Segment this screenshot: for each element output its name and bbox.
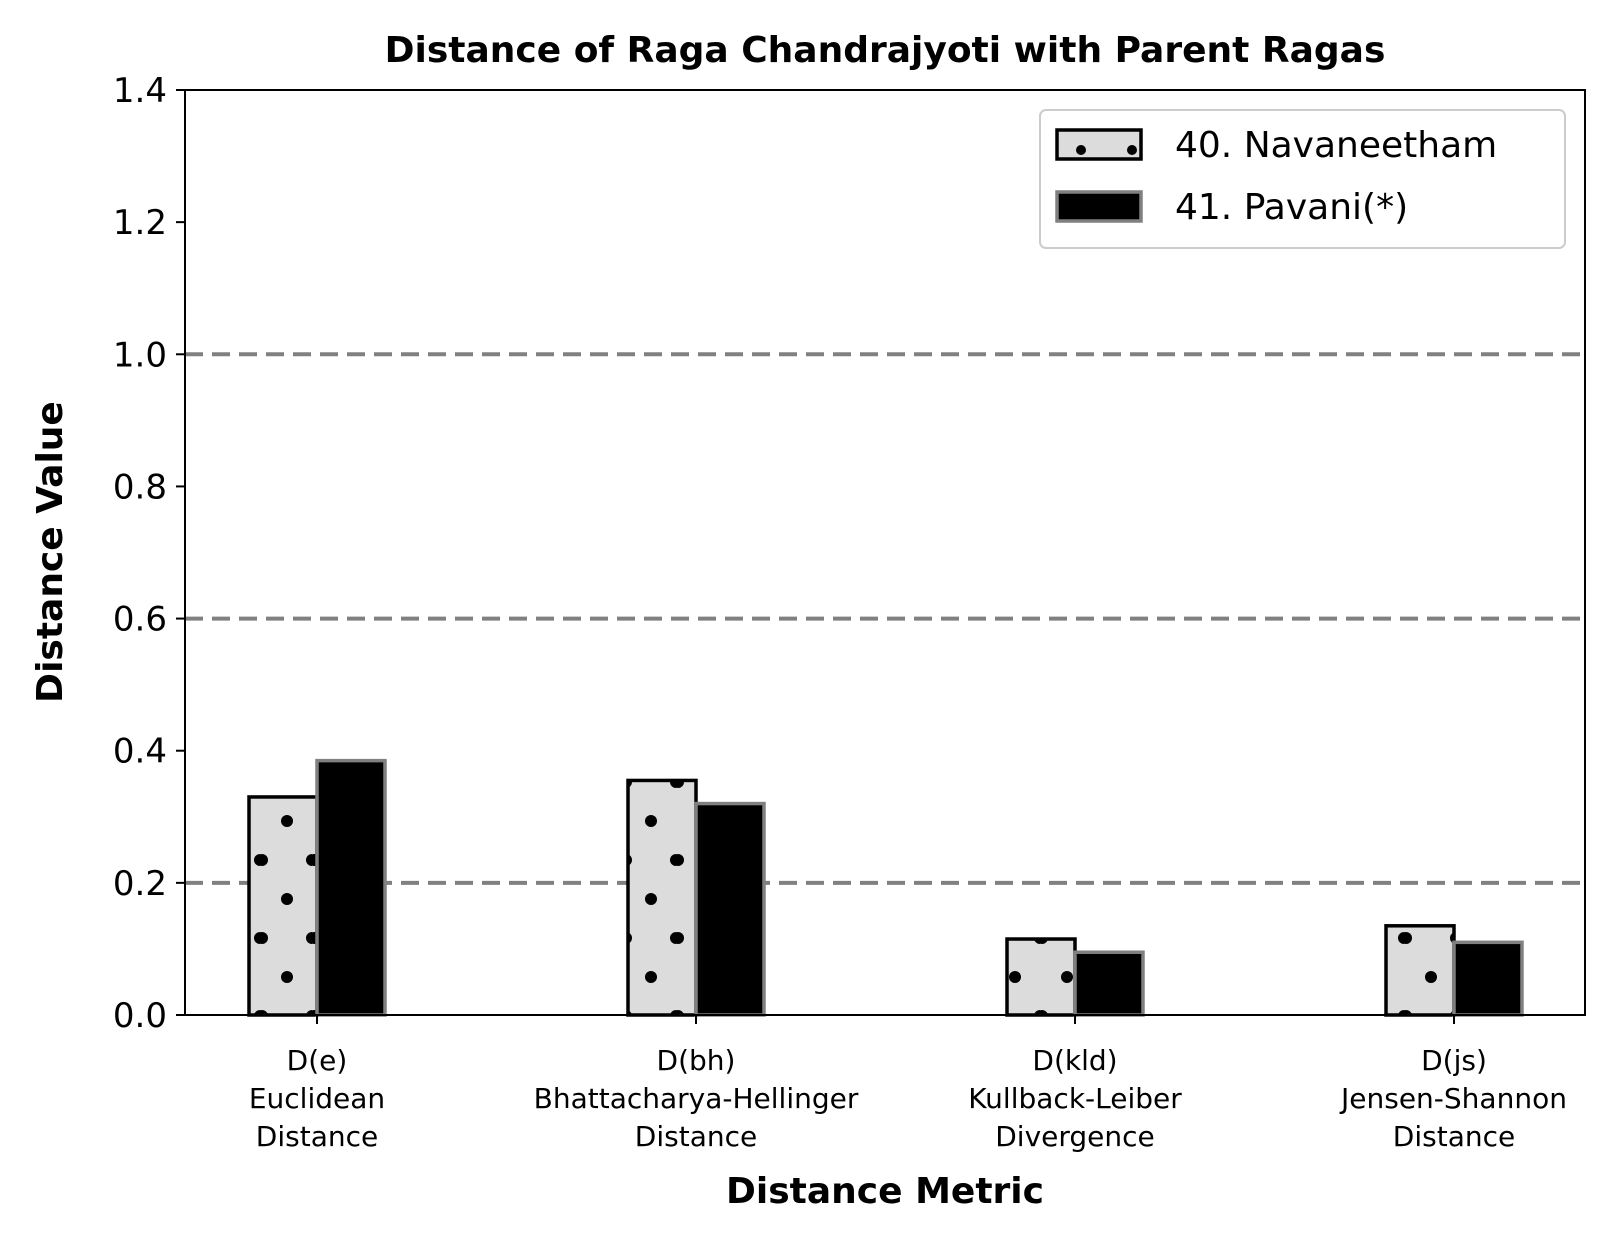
x-axis-label: Distance Metric: [726, 1171, 1044, 1212]
y-tick-label: 1.2: [113, 203, 167, 243]
y-tick-label: 0.2: [113, 864, 167, 904]
legend-dot: [1127, 145, 1137, 155]
y-tick-label: 1.4: [113, 71, 167, 111]
reference-lines: [185, 352, 1585, 885]
bar-hatch-0-1: [628, 780, 696, 1015]
legend-dot: [1076, 145, 1086, 155]
y-tick-label: 1.0: [113, 335, 167, 375]
x-tick-label: D(js): [1421, 1044, 1487, 1077]
bar-hatch-0-3: [1386, 925, 1454, 1015]
legend-box: [1039, 109, 1566, 249]
x-tick-label: Distance: [1393, 1120, 1515, 1153]
x-tick-label: Kullback-Leiber: [968, 1082, 1182, 1115]
y-axis-label: Distance Value: [30, 401, 71, 703]
bar-1-2: [1075, 952, 1143, 1015]
legend-swatch-1: [1057, 192, 1141, 221]
x-tick-label: Distance: [635, 1120, 757, 1153]
y-axis: 0.0 0.2 0.4 0.6 0.8 1.0 1.2 1.4: [113, 71, 185, 1036]
x-tick-label: Euclidean: [249, 1082, 385, 1115]
x-tick-label: Divergence: [995, 1120, 1155, 1153]
chart-title: Distance of Raga Chandrajyoti with Paren…: [385, 30, 1386, 71]
x-tick-label: D(bh): [657, 1044, 736, 1077]
y-tick-label: 0.8: [113, 467, 167, 507]
x-tick-label: Bhattacharya-Hellinger: [534, 1082, 859, 1115]
x-tick-label: D(kld): [1032, 1044, 1117, 1077]
legend-label-1: 41. Pavani(*): [1175, 187, 1408, 228]
y-tick-label: 0.4: [113, 732, 167, 772]
legend: 40. Navaneetham 41. Pavani(*): [1039, 109, 1566, 249]
y-tick-label: 0.6: [113, 600, 167, 640]
x-tick-label: Jensen-Shannon: [1339, 1082, 1567, 1115]
plot-frame: [184, 89, 1586, 1016]
x-axis: D(e) Euclidean Distance D(bh) Bhattacharya-H…: [249, 1015, 1567, 1153]
x-tick-label: Distance: [256, 1120, 378, 1153]
legend-label-0: 40. Navaneetham: [1175, 125, 1497, 166]
bar-1-3: [1454, 942, 1522, 1015]
y-tick-label: 0.0: [113, 996, 167, 1036]
bar-group: [247, 758, 1524, 1017]
bar-hatch-0-0: [249, 796, 317, 1015]
legend-swatch-edge-0: [1055, 128, 1143, 161]
legend-swatch-edge-1: [1055, 190, 1143, 223]
bar-hatch-0-2: [1007, 939, 1075, 1015]
bar-1-1: [696, 803, 764, 1015]
legend-swatch-0: [1057, 130, 1141, 159]
x-tick-label: D(e): [287, 1044, 348, 1077]
bar-1-0: [317, 760, 385, 1015]
